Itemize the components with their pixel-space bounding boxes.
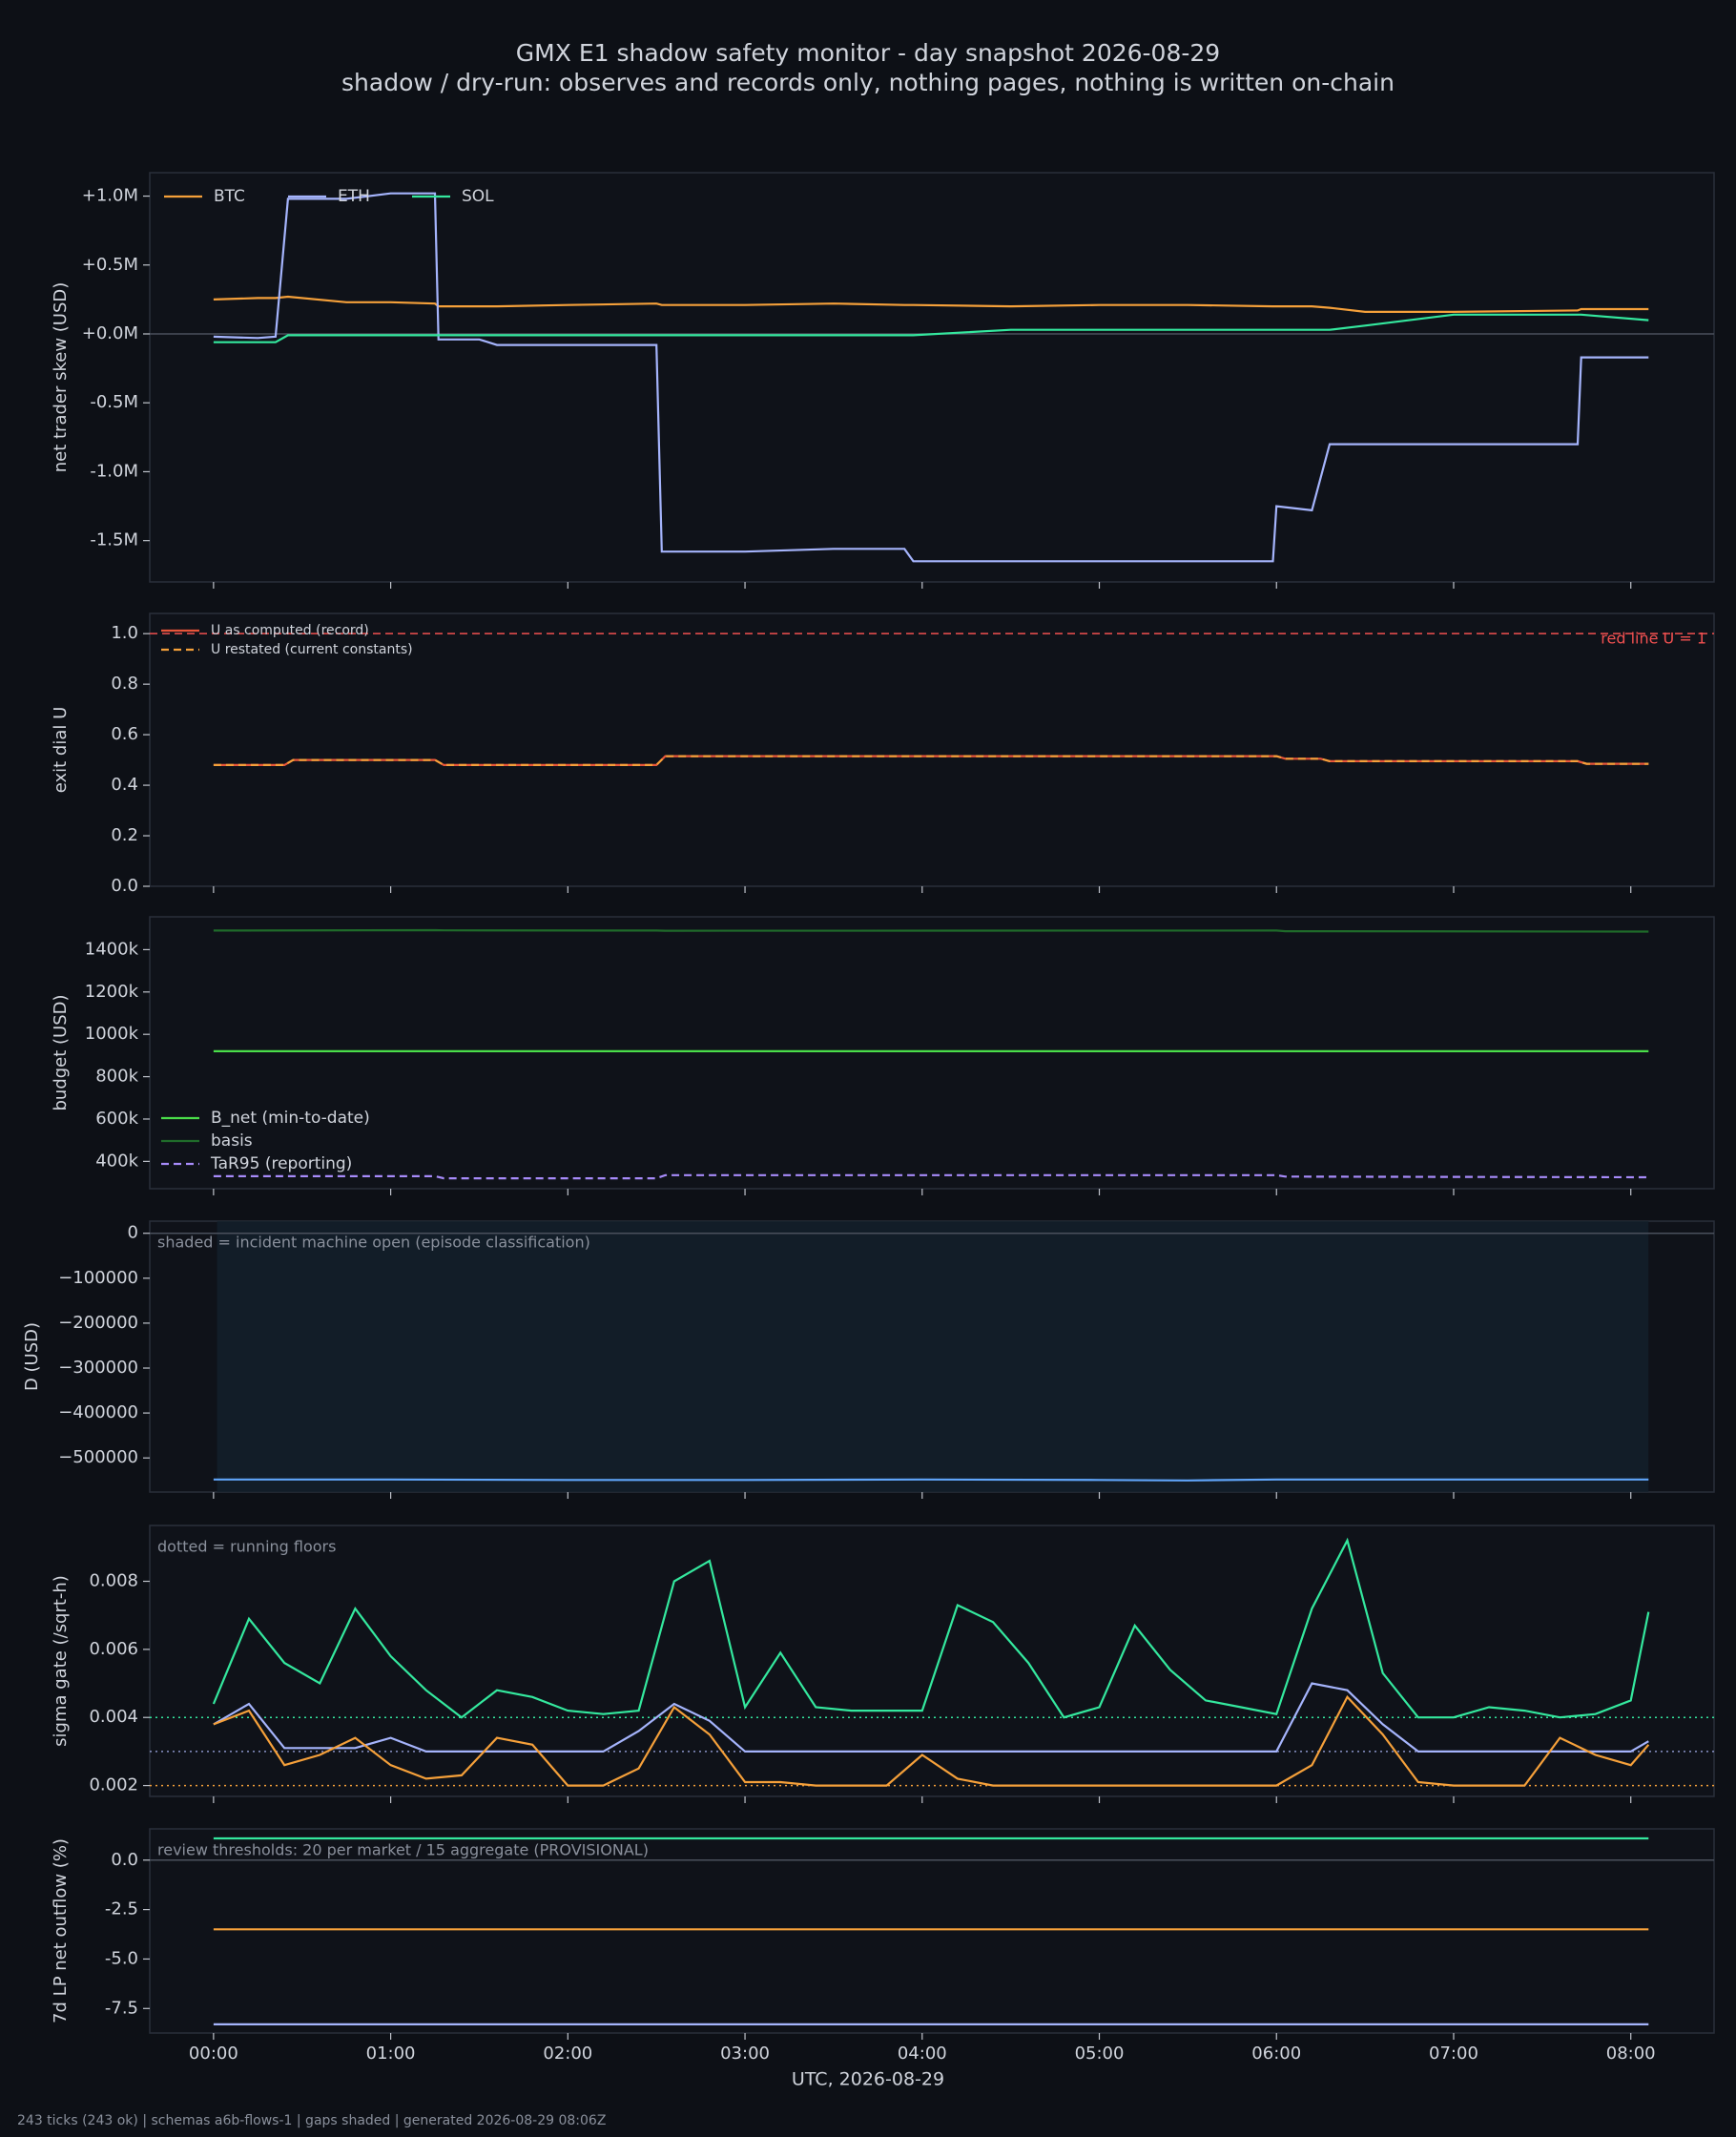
x-tick-label: 06:00: [1251, 2044, 1301, 2064]
y-tick-label: -0.5M: [90, 392, 138, 412]
y-tick-label: +0.5M: [82, 255, 138, 275]
y-tick-label: 400k: [95, 1151, 138, 1171]
data-line: [213, 928, 1649, 933]
y-tick-label: 0.6: [111, 724, 138, 744]
reference-label: red line U = 1: [1601, 630, 1706, 648]
chart-title: GMX E1 shadow safety monitor - day snaps…: [516, 39, 1220, 67]
y-tick-label: 0: [128, 1223, 138, 1243]
y-tick-label: -1.0M: [90, 461, 138, 481]
x-tick-label: 05:00: [1075, 2044, 1125, 2064]
y-axis-label: budget (USD): [51, 994, 71, 1110]
panel: [149, 612, 1715, 887]
legend-label: SOL: [462, 187, 494, 206]
y-tick-label: 0.4: [111, 775, 138, 795]
footer: 243 ticks (243 ok) | schemas a6b-flows-1…: [17, 2113, 606, 2128]
panel: [149, 1525, 1715, 1797]
x-tick-label: 04:00: [898, 2044, 947, 2064]
legend-label: ETH: [338, 187, 370, 206]
y-tick-label: 0.0: [111, 1850, 138, 1870]
data-line: [212, 1537, 1650, 1719]
y-axis-label: sigma gate (/sqrt-h): [51, 1575, 71, 1747]
y-tick-label: -2.5: [105, 1899, 138, 1919]
y-tick-label: 1.0: [111, 623, 138, 643]
y-tick-label: 0.002: [89, 1775, 138, 1795]
y-tick-label: 1000k: [85, 1024, 139, 1044]
y-tick-label: 1400k: [85, 939, 139, 959]
data-line: [213, 1478, 1649, 1482]
shaded-span: [217, 1221, 1649, 1492]
y-tick-label: −500000: [58, 1447, 138, 1467]
y-tick-label: −400000: [58, 1402, 138, 1422]
y-tick-label: +0.0M: [82, 323, 138, 343]
y-tick-label: -1.5M: [90, 530, 138, 550]
y-axis-label: exit dial U: [51, 707, 71, 794]
y-tick-label: 1200k: [85, 982, 139, 1002]
y-tick-label: 600k: [95, 1109, 138, 1129]
x-axis-label: UTC, 2026-08-29: [792, 2069, 944, 2090]
data-line: [213, 192, 1649, 563]
annotation: shaded = incident machine open (episode …: [157, 1234, 590, 1252]
y-tick-label: −300000: [58, 1358, 138, 1378]
x-tick-label: 08:00: [1606, 2044, 1656, 2064]
legend-label: basis: [211, 1131, 253, 1151]
y-tick-label: 0.8: [111, 674, 138, 694]
y-axis-label: D (USD): [22, 1322, 42, 1391]
y-axis-label: 7d LP net outflow (%): [51, 1838, 71, 2023]
y-tick-label: 0.004: [89, 1707, 138, 1727]
legend-label: BTC: [214, 187, 245, 206]
data-line: [213, 1682, 1649, 1753]
y-tick-label: -7.5: [105, 1998, 138, 2018]
x-tick-label: 03:00: [720, 2044, 770, 2064]
legend-label: TaR95 (reporting): [210, 1154, 352, 1173]
y-tick-label: +1.0M: [82, 186, 138, 206]
y-tick-label: 800k: [95, 1067, 138, 1087]
y-tick-label: 0.008: [89, 1571, 138, 1591]
y-axis-label: net trader skew (USD): [51, 282, 71, 473]
legend-label: U as computed (record): [211, 623, 369, 638]
panel: [149, 1828, 1715, 2034]
annotation: dotted = running floors: [157, 1538, 336, 1556]
data-line: [213, 313, 1649, 343]
x-tick-label: 02:00: [543, 2044, 592, 2064]
y-tick-label: -5.0: [105, 1948, 138, 1968]
chart-subtitle: shadow / dry-run: observes and records o…: [341, 69, 1395, 96]
panel: [149, 916, 1715, 1190]
data-line: [213, 1173, 1649, 1180]
data-line: [213, 755, 1649, 766]
panel: [149, 172, 1715, 583]
annotation: review thresholds: 20 per market / 15 ag…: [157, 1841, 649, 1859]
data-line: [213, 1694, 1650, 1787]
y-tick-label: 0.0: [111, 876, 138, 896]
data-line: [213, 295, 1649, 313]
x-tick-label: 07:00: [1429, 2044, 1478, 2064]
legend-label: U restated (current constants): [211, 642, 413, 657]
x-tick-label: 01:00: [366, 2044, 416, 2064]
x-tick-label: 00:00: [189, 2044, 238, 2064]
y-tick-label: 0.006: [89, 1639, 138, 1659]
y-tick-label: −100000: [58, 1268, 138, 1288]
y-tick-label: 0.2: [111, 825, 138, 845]
y-tick-label: −200000: [58, 1313, 138, 1333]
legend-label: B_net (min-to-date): [211, 1109, 370, 1128]
